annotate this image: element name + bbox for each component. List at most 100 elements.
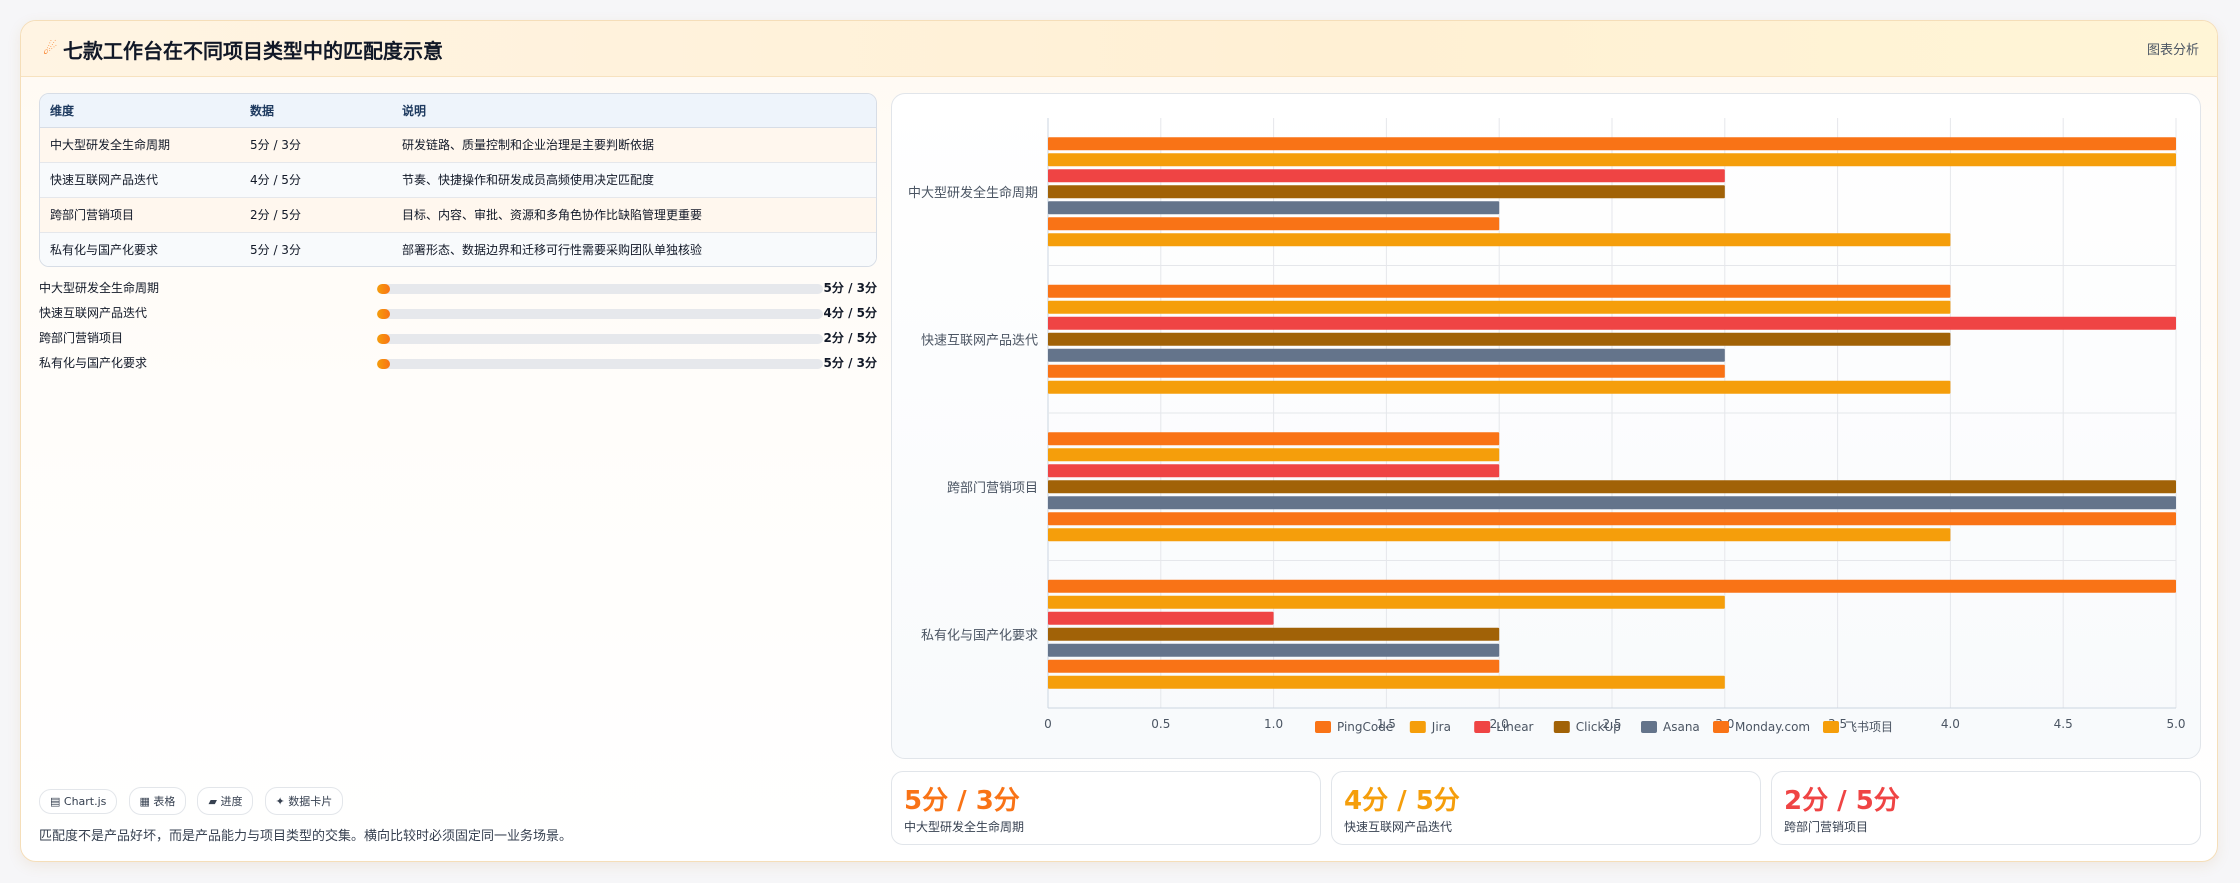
chart-panel: 00.51.01.52.02.53.03.54.04.55.0中大型研发全生命周… (891, 93, 2201, 759)
data-table: 维度 数据 说明 中大型研发全生命周期 5分 / 3分 研发链路、质量控制和企业… (39, 93, 877, 267)
progress-label: 跨部门营销项目 (39, 331, 124, 345)
bar (1048, 512, 2176, 526)
legend-swatch (1713, 721, 1729, 733)
chip-data-cards[interactable]: ✦ 数据卡片 (264, 787, 344, 815)
table-cell: 节奏、快捷操作和研发成员高频使用决定匹配度 (392, 162, 876, 198)
table-cell: 中大型研发全生命周期 (40, 127, 240, 163)
progress-list: 中大型研发全生命周期 5分 / 3分 快速互联网产品迭代 4分 / 5分 跨部门… (39, 277, 877, 377)
chart-card: ☄ 七款工作台在不同项目类型中的匹配度示意 图表分析 维度 数据 说明 中大型研… (20, 20, 2218, 862)
card-header: ☄ 七款工作台在不同项目类型中的匹配度示意 图表分析 (21, 21, 2217, 77)
feature-chips: ▤ Chart.js ▦ 表格 ▰ 进度 ✦ 数据卡片 (39, 787, 349, 815)
progress-track (377, 309, 823, 319)
bar (1048, 300, 1951, 314)
table-cell: 5分 / 3分 (240, 127, 392, 163)
progress-value: 4分 / 5分 (823, 306, 877, 320)
bar (1048, 217, 1500, 231)
progress-row: 跨部门营销项目 2分 / 5分 (39, 327, 877, 352)
table-cell: 跨部门营销项目 (40, 197, 240, 233)
stat-card: 2分 / 5分 跨部门营销项目 (1771, 771, 2201, 845)
bar (1048, 659, 1500, 673)
stat-value: 4分 / 5分 (1344, 786, 1460, 816)
column-header: 维度 (40, 94, 240, 128)
bar (1048, 480, 2176, 494)
progress-track (377, 359, 823, 369)
bar (1048, 627, 1500, 641)
table-row: 跨部门营销项目 2分 / 5分 目标、内容、审批、资源和多角色协作比缺陷管理更重… (40, 197, 876, 233)
bar (1048, 579, 2176, 593)
bar (1048, 432, 1500, 446)
column-header: 数据 (240, 94, 392, 128)
x-tick-label: 4.5 (2054, 717, 2073, 731)
legend-swatch (1409, 721, 1426, 733)
table-row: 快速互联网产品迭代 4分 / 5分 节奏、快捷操作和研发成员高频使用决定匹配度 (40, 162, 876, 198)
x-tick-label: 2.0 (1490, 717, 1509, 731)
bar (1048, 496, 2176, 510)
column-header: 说明 (392, 94, 876, 128)
progress-row: 私有化与国产化要求 5分 / 3分 (39, 352, 877, 377)
legend-swatch (1641, 721, 1657, 733)
y-tick-label: 跨部门营销项目 (947, 481, 1038, 496)
x-tick-label: 0.5 (1151, 717, 1170, 731)
chip-progress[interactable]: ▰ 进度 (197, 787, 254, 815)
legend-label: PingCode (1337, 720, 1393, 734)
legend-label: Monday.com (1735, 720, 1810, 734)
legend-label: 飞书项目 (1845, 720, 1893, 734)
stat-card: 5分 / 3分 中大型研发全生命周期 (891, 771, 1321, 845)
legend-swatch (1474, 721, 1491, 733)
table-cell: 4分 / 5分 (240, 162, 392, 198)
progress-fill (377, 284, 391, 294)
progress-value: 5分 / 3分 (823, 281, 877, 295)
x-tick-label: 2.5 (1602, 717, 1621, 731)
bar (1048, 464, 1500, 478)
table-cell: 私有化与国产化要求 (40, 232, 240, 266)
table-header-row: 维度 数据 说明 (40, 94, 876, 128)
stat-label: 快速互联网产品迭代 (1344, 820, 1453, 834)
x-tick-label: 0 (1044, 717, 1052, 731)
legend-label: Asana (1663, 720, 1700, 734)
stat-card: 4分 / 5分 快速互联网产品迭代 (1331, 771, 1761, 845)
stat-value: 2分 / 5分 (1784, 786, 1900, 816)
bar (1048, 185, 1725, 199)
bar (1048, 137, 2176, 151)
bar (1048, 332, 1951, 346)
bar (1048, 528, 1951, 542)
stat-label: 中大型研发全生命周期 (904, 820, 1025, 834)
bar (1048, 448, 1500, 462)
chip-chartjs[interactable]: ▤ Chart.js (39, 789, 118, 814)
x-tick-label: 4.0 (1941, 717, 1960, 731)
table-cell: 快速互联网产品迭代 (40, 162, 240, 198)
bar (1048, 611, 1274, 625)
x-tick-label: 5.0 (2166, 717, 2185, 731)
progress-row: 中大型研发全生命周期 5分 / 3分 (39, 277, 877, 302)
x-tick-label: 1.5 (1377, 717, 1396, 731)
x-tick-label: 1.0 (1264, 717, 1283, 731)
footnote: 匹配度不是产品好坏，而是产品能力与项目类型的交集。横向比较时必须固定同一业务场景… (39, 829, 573, 844)
y-tick-label: 私有化与国产化要求 (921, 628, 1038, 643)
table-row: 私有化与国产化要求 5分 / 3分 部署形态、数据边界和迁移可行性需要采购团队单… (40, 232, 876, 266)
legend-label: Linear (1496, 720, 1533, 734)
chart-analysis-label: 图表分析 (2146, 43, 2199, 58)
progress-track (377, 284, 823, 294)
progress-value: 5分 / 3分 (823, 356, 877, 370)
page-title: 七款工作台在不同项目类型中的匹配度示意 (63, 39, 443, 63)
stat-value: 5分 / 3分 (904, 786, 1020, 816)
bar (1048, 675, 1725, 689)
progress-fill (377, 359, 391, 369)
bar (1048, 380, 1951, 394)
legend-label: ClickUp (1576, 720, 1621, 734)
y-tick-label: 快速互联网产品迭代 (921, 333, 1038, 348)
bar (1048, 364, 1725, 378)
bar (1048, 284, 1951, 298)
comet-icon: ☄ (43, 39, 58, 58)
bar (1048, 595, 1725, 609)
bar (1048, 643, 1500, 657)
progress-fill (377, 334, 391, 344)
chip-table[interactable]: ▦ 表格 (128, 787, 187, 815)
table-cell: 5分 / 3分 (240, 232, 392, 266)
table-cell: 目标、内容、审批、资源和多角色协作比缺陷管理更重要 (392, 197, 876, 233)
table-cell: 部署形态、数据边界和迁移可行性需要采购团队单独核验 (392, 232, 876, 266)
bar (1048, 348, 1725, 362)
progress-row: 快速互联网产品迭代 4分 / 5分 (39, 302, 877, 327)
progress-label: 快速互联网产品迭代 (39, 306, 148, 320)
progress-value: 2分 / 5分 (823, 331, 877, 345)
